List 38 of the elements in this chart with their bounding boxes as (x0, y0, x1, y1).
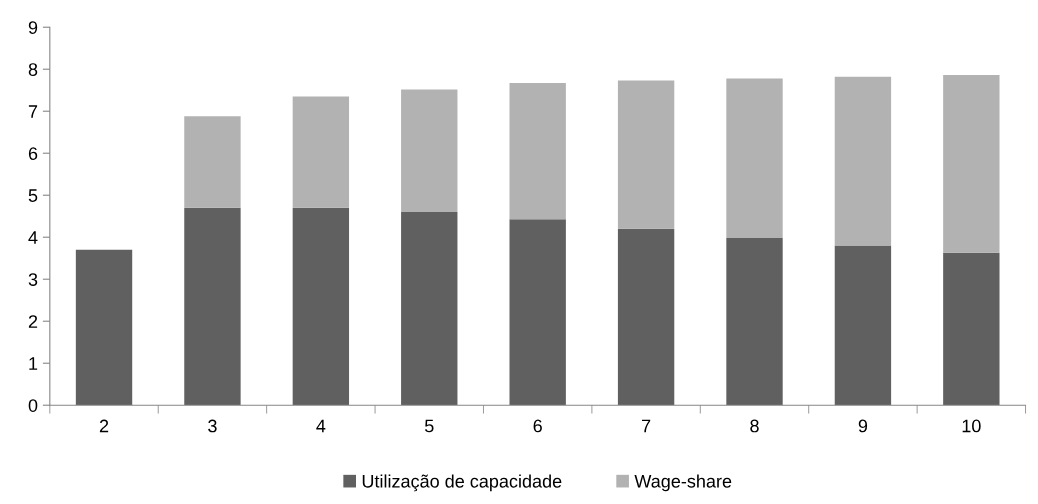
bar (292, 96, 350, 208)
x-tick-label: 6 (533, 419, 542, 433)
bar (726, 78, 783, 239)
x-tick-label: 5 (424, 419, 434, 433)
legend-label: Wage-share (634, 474, 732, 492)
y-tick-label: 6 (28, 147, 38, 160)
x-tick-label: 2 (99, 419, 109, 433)
bar (75, 249, 133, 406)
y-tick-label: 2 (28, 315, 38, 328)
y-tick-label: 4 (28, 231, 38, 244)
y-tick-label: 7 (28, 105, 38, 118)
bar (617, 80, 675, 229)
x-tick-label: 10 (962, 419, 981, 433)
bar (943, 252, 1000, 406)
x-tick-label: 9 (858, 419, 868, 433)
bar (401, 212, 458, 406)
bar (617, 228, 675, 406)
bar (834, 76, 892, 246)
bar (943, 75, 1000, 253)
bar (509, 219, 566, 406)
x-tick-label: 7 (642, 419, 651, 433)
x-tick-label: 3 (208, 419, 217, 433)
bar (726, 238, 783, 406)
y-tick-label: 9 (28, 21, 38, 34)
bar (184, 207, 241, 406)
bar (401, 89, 458, 213)
bar (184, 116, 241, 208)
x-tick-label: 4 (316, 419, 326, 433)
legend-label: Utilização de capacidade (362, 474, 562, 492)
y-tick-label: 3 (28, 273, 38, 286)
bar (834, 245, 892, 406)
y-tick-label: 0 (28, 399, 38, 412)
bar (509, 83, 566, 220)
bar (292, 207, 350, 406)
x-tick-label: 8 (750, 419, 759, 433)
y-tick-label: 1 (29, 357, 38, 370)
y-tick-label: 8 (28, 63, 38, 76)
y-tick-label: 5 (28, 189, 38, 202)
